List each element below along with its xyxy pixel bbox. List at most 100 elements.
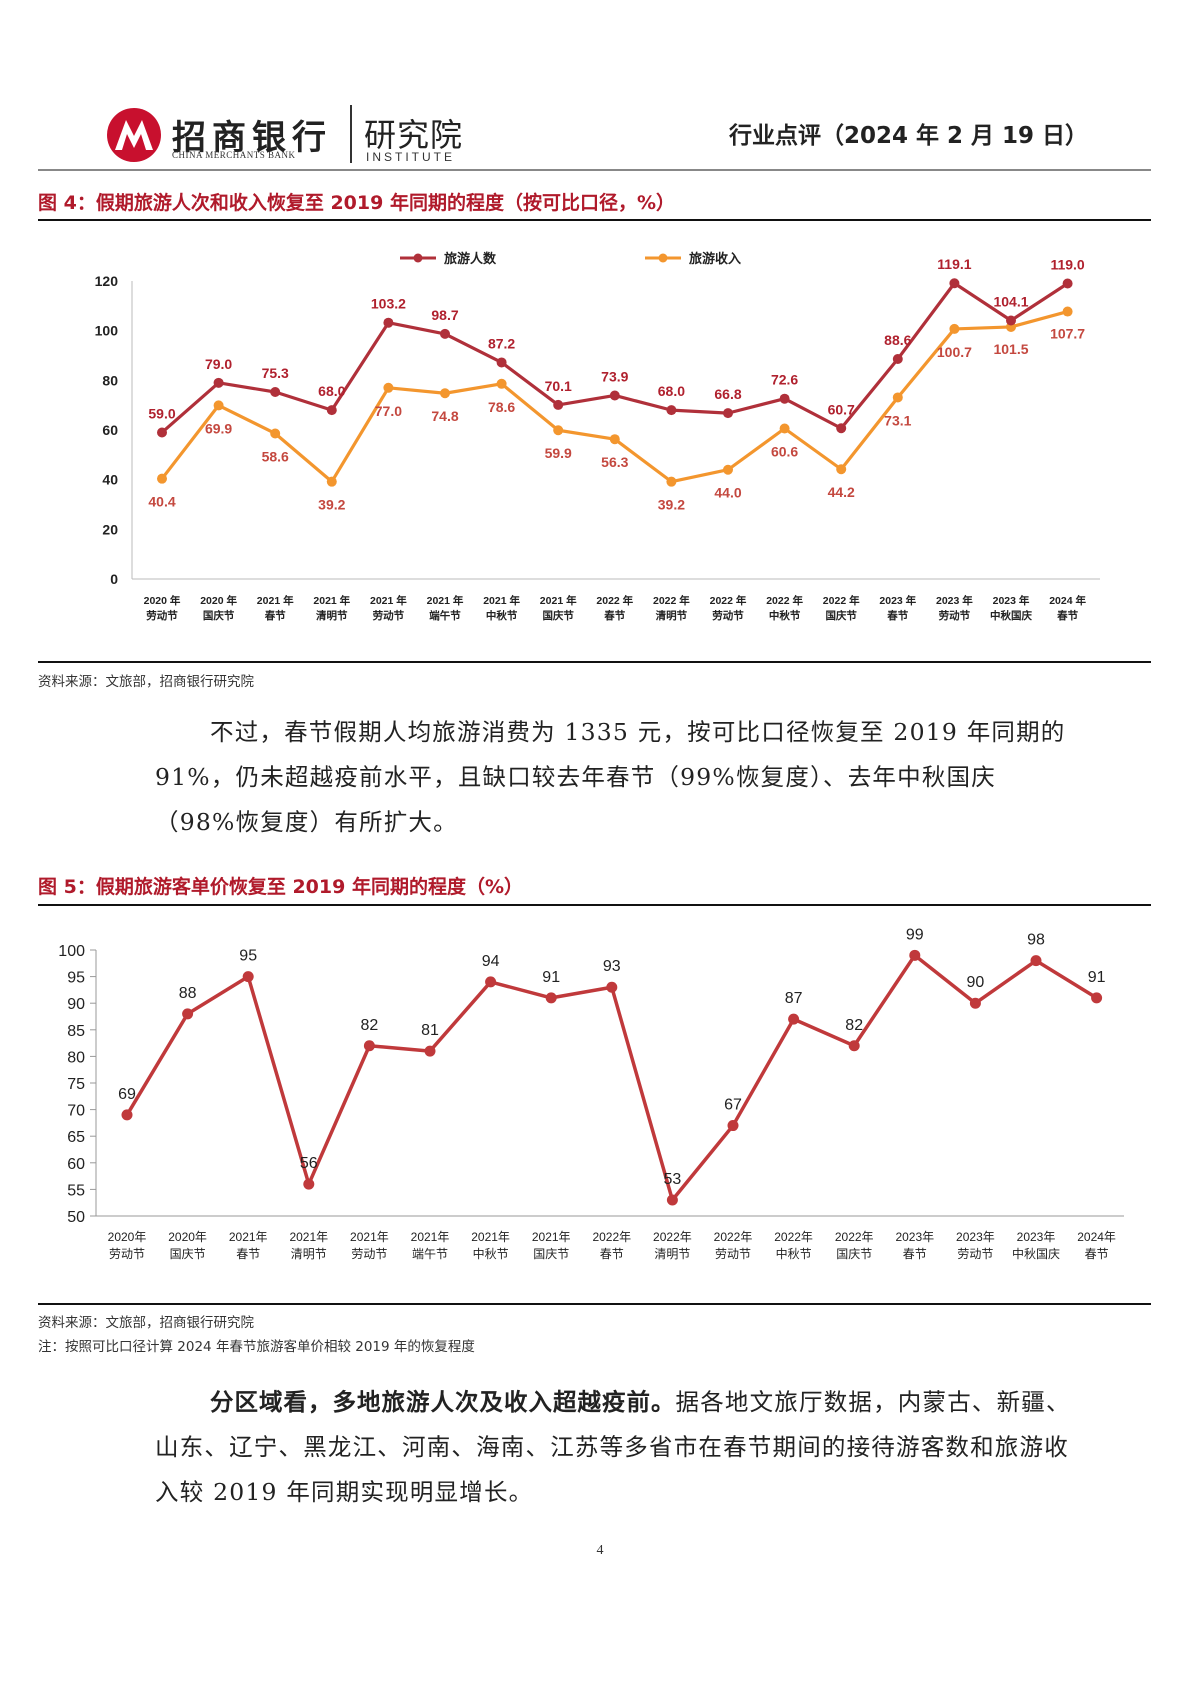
report-header: 招商银行 CHINA MERCHANTS BANK 研究院 INSTITUTE … [0, 0, 1200, 175]
data-label: 82 [361, 1017, 379, 1034]
x-tick-label: 2021年 [350, 1230, 389, 1244]
figure5-bottom-rule [38, 1303, 1151, 1305]
data-point [270, 428, 281, 439]
data-point [157, 473, 167, 484]
y-tick-label: 60 [67, 1156, 85, 1173]
x-tick-label: 国庆节 [825, 609, 857, 622]
figure5-top-rule [38, 904, 1151, 906]
figure5-note: 注：按照可比口径计算 2024 年春节旅游客单价相较 2019 年的恢复程度 [38, 1339, 475, 1355]
x-tick-label: 2021 年 [427, 594, 464, 607]
x-tick-label: 2022 年 [823, 594, 860, 607]
x-tick-label: 劳动节 [712, 609, 744, 622]
x-tick-label: 中秋节 [769, 609, 801, 622]
y-tick-label: 120 [95, 273, 119, 289]
x-tick-label: 劳动节 [373, 609, 405, 622]
paragraph1-text: 不过，春节假期人均旅游消费为 1335 元，按可比口径恢复至 2019 年同期的… [155, 718, 1066, 836]
data-label: 101.5 [993, 341, 1028, 357]
data-point [848, 1040, 860, 1052]
data-point [788, 1013, 800, 1025]
x-tick-label: 劳动节 [146, 609, 178, 622]
data-label: 58.6 [262, 448, 289, 464]
y-tick-label: 70 [67, 1103, 85, 1120]
data-label: 93 [603, 958, 621, 975]
header-divider [38, 169, 1151, 171]
data-point [485, 976, 497, 988]
data-label: 100.7 [937, 344, 972, 360]
x-tick-label: 中秋节 [473, 1246, 509, 1261]
x-tick-label: 国庆节 [542, 609, 574, 622]
data-point [213, 400, 224, 411]
x-tick-label: 2023年 [895, 1230, 934, 1244]
data-label: 91 [542, 969, 560, 986]
data-label: 90 [967, 974, 985, 991]
data-point [1030, 955, 1042, 967]
data-point [666, 1194, 678, 1206]
data-point [609, 390, 620, 401]
x-tick-label: 2021年 [471, 1230, 510, 1244]
logo-divider [350, 105, 352, 163]
data-point [363, 1040, 375, 1052]
report-type: 行业点评（2024 年 2 月 19 日） [728, 123, 1088, 149]
data-label: 70.1 [545, 378, 572, 394]
data-point [182, 1008, 194, 1020]
x-tick-label: 国庆节 [203, 609, 235, 622]
figure4-bottom-rule [38, 661, 1151, 663]
data-point [949, 323, 960, 334]
data-point [383, 382, 394, 393]
data-label: 56 [300, 1155, 318, 1172]
x-tick-label: 2022 年 [710, 594, 747, 607]
figure5-title: 图 5：假期旅游客单价恢复至 2019 年同期的程度（%） [38, 876, 523, 898]
legend-label: 旅游人数 [444, 251, 497, 266]
data-label: 68.0 [318, 383, 345, 399]
x-tick-label: 清明节 [654, 1247, 690, 1261]
x-tick-label: 2021年 [532, 1230, 571, 1244]
x-tick-label: 2023 年 [993, 594, 1030, 607]
data-point [157, 427, 167, 438]
bank-name-cn: 招商银行 [172, 118, 332, 158]
data-point [836, 423, 847, 434]
data-label: 39.2 [318, 497, 345, 513]
x-tick-label: 2020年 [108, 1230, 147, 1244]
data-label: 69.9 [205, 420, 232, 436]
data-point [723, 408, 733, 419]
data-point [303, 1178, 315, 1190]
data-label: 75.3 [262, 365, 289, 381]
data-label: 107.7 [1050, 326, 1085, 342]
x-tick-label: 春节 [600, 1247, 624, 1261]
data-label: 119.0 [1050, 256, 1084, 272]
x-tick-label: 劳动节 [109, 1247, 145, 1261]
data-point [892, 392, 903, 403]
data-point [779, 423, 790, 434]
figure4-top-rule [38, 219, 1151, 221]
data-point [779, 393, 790, 404]
data-label: 66.8 [714, 386, 741, 402]
data-point [213, 377, 224, 388]
x-tick-label: 2021 年 [483, 594, 520, 607]
data-point [553, 399, 564, 410]
x-tick-label: 2021年 [289, 1230, 328, 1244]
x-tick-label: 2023 年 [879, 594, 916, 607]
body-paragraph-1: 不过，春节假期人均旅游消费为 1335 元，按可比口径恢复至 2019 年同期的… [155, 710, 1075, 845]
legend-marker [658, 253, 668, 263]
data-label: 74.8 [431, 408, 458, 424]
data-point [424, 1045, 436, 1057]
data-label: 67 [724, 1097, 742, 1114]
page-number: 4 [596, 1543, 604, 1558]
institute-name-cn: 研究院 [364, 116, 464, 154]
x-tick-label: 清明节 [656, 609, 688, 622]
data-point [666, 476, 677, 487]
data-label: 88.6 [884, 332, 911, 348]
x-tick-label: 2022年 [592, 1230, 631, 1244]
figure4-title: 图 4：假期旅游人次和收入恢复至 2019 年同期的程度（按可比口径，%） [38, 192, 675, 214]
data-point [270, 387, 281, 398]
x-tick-label: 中秋节 [776, 1246, 812, 1261]
data-label: 44.0 [714, 485, 741, 501]
data-label: 59.0 [148, 405, 175, 421]
data-point [121, 1109, 133, 1121]
y-tick-label: 75 [67, 1076, 85, 1093]
figure5-source: 资料来源：文旅部，招商银行研究院 [38, 1315, 254, 1331]
data-point [553, 425, 564, 436]
x-tick-label: 2022年 [835, 1230, 874, 1244]
x-tick-label: 2020 年 [144, 594, 181, 607]
